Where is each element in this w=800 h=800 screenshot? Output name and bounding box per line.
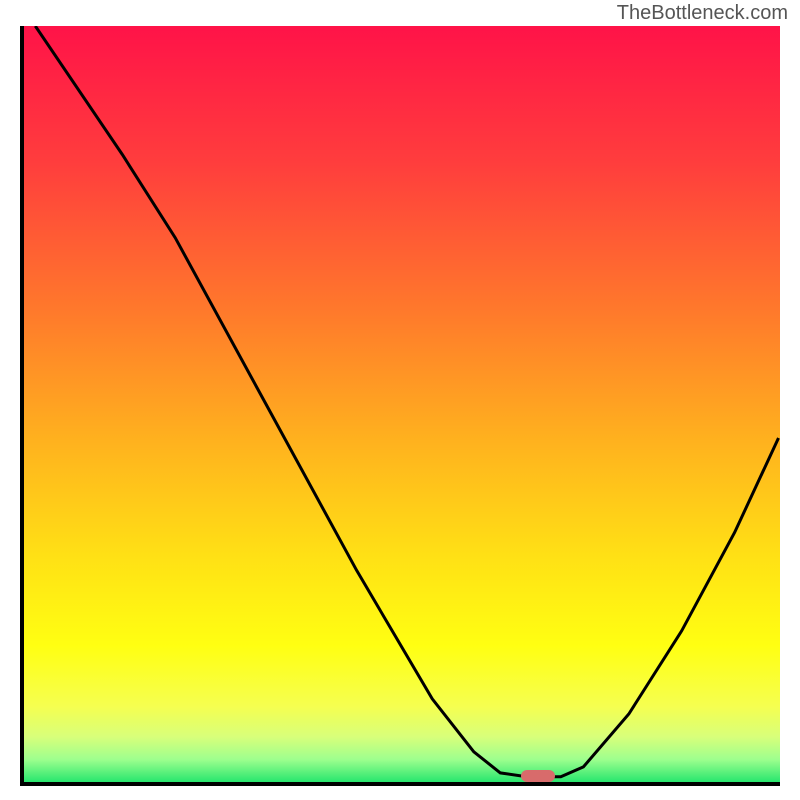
watermark-text: TheBottleneck.com xyxy=(617,2,788,25)
plot-area xyxy=(20,26,780,786)
x-axis xyxy=(20,782,780,786)
optimum-marker xyxy=(521,770,555,782)
curve-line xyxy=(24,26,780,782)
chart-container xyxy=(20,26,780,786)
